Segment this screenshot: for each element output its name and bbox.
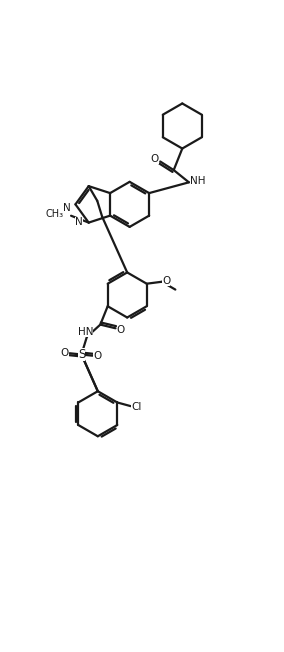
Text: N: N — [75, 217, 83, 227]
Text: O: O — [117, 325, 125, 334]
Text: NH: NH — [191, 176, 206, 186]
Text: O: O — [93, 351, 101, 361]
Text: O: O — [162, 276, 170, 286]
Text: N: N — [63, 203, 71, 213]
Text: O: O — [151, 154, 159, 164]
Text: O: O — [61, 348, 69, 358]
Text: CH₃: CH₃ — [45, 209, 63, 219]
Text: Cl: Cl — [131, 402, 141, 411]
Text: HN: HN — [78, 327, 93, 338]
Text: S: S — [78, 348, 85, 361]
